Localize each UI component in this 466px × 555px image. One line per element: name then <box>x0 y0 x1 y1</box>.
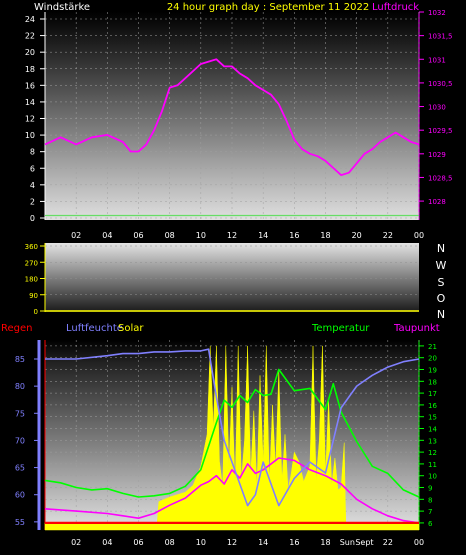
temperature-tick-label: 20 <box>428 355 437 363</box>
compass-label-o: O <box>437 292 446 305</box>
weather-time-tick-label: 00 <box>414 538 424 547</box>
wind-speed-tick-label: 20 <box>25 48 35 57</box>
wind-speed-tick-label: 14 <box>25 98 35 107</box>
legend-luftfeuchte: Luftfeuchte <box>66 323 123 334</box>
weather-time-tick-label: 02 <box>71 538 81 547</box>
compass-label-n-bottom: N <box>437 308 445 321</box>
pressure-tick-label: 1029 <box>428 151 446 159</box>
temperature-tick-label: 19 <box>428 367 437 375</box>
pressure-tick-label: 1028,5 <box>428 174 453 182</box>
time-tick-label: 10 <box>196 231 206 240</box>
temperature-tick-label: 7 <box>428 508 432 516</box>
weather-time-tick-label: 08 <box>165 538 175 547</box>
weather-time-tick-label: 16 <box>289 538 299 547</box>
weather-time-tick-label: 12 <box>227 538 237 547</box>
compass-label-s: S <box>438 276 445 289</box>
humidity-tick-label: 60 <box>15 491 25 500</box>
pressure-tick-label: 1030,5 <box>428 80 453 88</box>
direction-tick-label: 270 <box>25 259 38 267</box>
humidity-tick-label: 70 <box>15 436 25 445</box>
time-tick-label: 22 <box>383 231 393 240</box>
pressure-axis-title: Luftdruck <box>372 2 419 13</box>
pressure-tick-label: 1032 <box>428 9 446 17</box>
wind-speed-axis-title: Windstärke <box>34 2 90 13</box>
direction-tick-label: 90 <box>29 292 38 300</box>
humidity-tick-label: 85 <box>15 355 25 364</box>
wind-speed-tick-label: 24 <box>25 15 35 24</box>
time-tick-label: 12 <box>227 231 237 240</box>
humidity-tick-label: 55 <box>15 518 25 527</box>
weather-time-tick-label: Sept <box>355 538 373 547</box>
weather-time-tick-label: Sun <box>340 538 355 547</box>
legend-solar: Solar <box>118 323 144 334</box>
temperature-tick-label: 12 <box>428 449 437 457</box>
weather-time-tick-label: 04 <box>102 538 112 547</box>
temperature-tick-label: 10 <box>428 473 437 481</box>
temperature-tick-label: 17 <box>428 390 437 398</box>
direction-tick-label: 180 <box>25 276 38 284</box>
pressure-tick-label: 1031 <box>428 56 446 64</box>
chart-title: 24 hour graph day : September 11 2022 <box>167 2 369 13</box>
wind-speed-tick-label: 10 <box>25 131 35 140</box>
pressure-tick-label: 1029,5 <box>428 127 453 135</box>
humidity-tick-label: 75 <box>15 409 25 418</box>
weather-time-tick-label: 14 <box>258 538 268 547</box>
wind-speed-tick-label: 0 <box>30 214 35 223</box>
wind-speed-tick-label: 16 <box>25 81 35 90</box>
wind-speed-tick-label: 18 <box>25 65 35 74</box>
temperature-tick-label: 11 <box>428 461 437 469</box>
time-tick-label: 08 <box>165 231 175 240</box>
temperature-tick-label: 13 <box>428 437 437 445</box>
temperature-tick-label: 15 <box>428 414 437 422</box>
wind-speed-tick-label: 8 <box>30 148 35 157</box>
wind-speed-tick-label: 12 <box>25 115 35 124</box>
direction-tick-label: 0 <box>34 308 38 316</box>
pressure-tick-label: 1028 <box>428 198 446 206</box>
pressure-line <box>44 58 420 177</box>
temperature-tick-label: 16 <box>428 402 437 410</box>
temperature-line <box>44 368 420 498</box>
temperature-tick-label: 8 <box>428 496 432 504</box>
temperature-tick-label: 21 <box>428 343 437 351</box>
wind-speed-tick-label: 4 <box>30 181 35 190</box>
pressure-tick-label: 1030 <box>428 104 446 112</box>
weather-time-tick-label: 22 <box>383 538 393 547</box>
compass-label-n-top: N <box>437 242 445 255</box>
time-tick-label: 06 <box>133 231 143 240</box>
weather-time-tick-label: 10 <box>196 538 206 547</box>
humidity-tick-label: 65 <box>15 464 25 473</box>
dew-point-line <box>44 457 420 524</box>
wind-speed-tick-label: 2 <box>30 197 35 206</box>
weather-time-tick-label: 18 <box>320 538 330 547</box>
direction-tick-label: 360 <box>25 243 38 251</box>
wind-speed-tick-label: 6 <box>30 164 35 173</box>
time-tick-label: 18 <box>320 231 330 240</box>
time-tick-label: 20 <box>352 231 362 240</box>
pressure-wind-plot-area <box>45 12 419 220</box>
temperature-tick-label: 14 <box>428 426 437 434</box>
compass-label-w: W <box>436 259 447 272</box>
wind-direction-plot-area <box>45 243 419 312</box>
legend-temperatur: Temperatur <box>311 323 370 334</box>
temperature-tick-label: 9 <box>428 485 432 493</box>
time-tick-label: 14 <box>258 231 268 240</box>
time-tick-label: 04 <box>102 231 112 240</box>
time-tick-label: 02 <box>71 231 81 240</box>
time-tick-label: 00 <box>414 231 424 240</box>
weather-time-tick-label: 06 <box>133 538 143 547</box>
humidity-tick-label: 80 <box>15 382 25 391</box>
time-tick-label: 16 <box>289 231 299 240</box>
legend-taupunkt: Taupunkt <box>393 323 440 334</box>
legend-regen: Regen <box>1 323 33 334</box>
humidity-line <box>45 348 420 507</box>
temperature-tick-label: 6 <box>428 520 433 528</box>
pressure-tick-label: 1031,5 <box>428 33 453 41</box>
temperature-tick-label: 18 <box>428 378 437 386</box>
wind-speed-tick-label: 22 <box>25 32 35 41</box>
